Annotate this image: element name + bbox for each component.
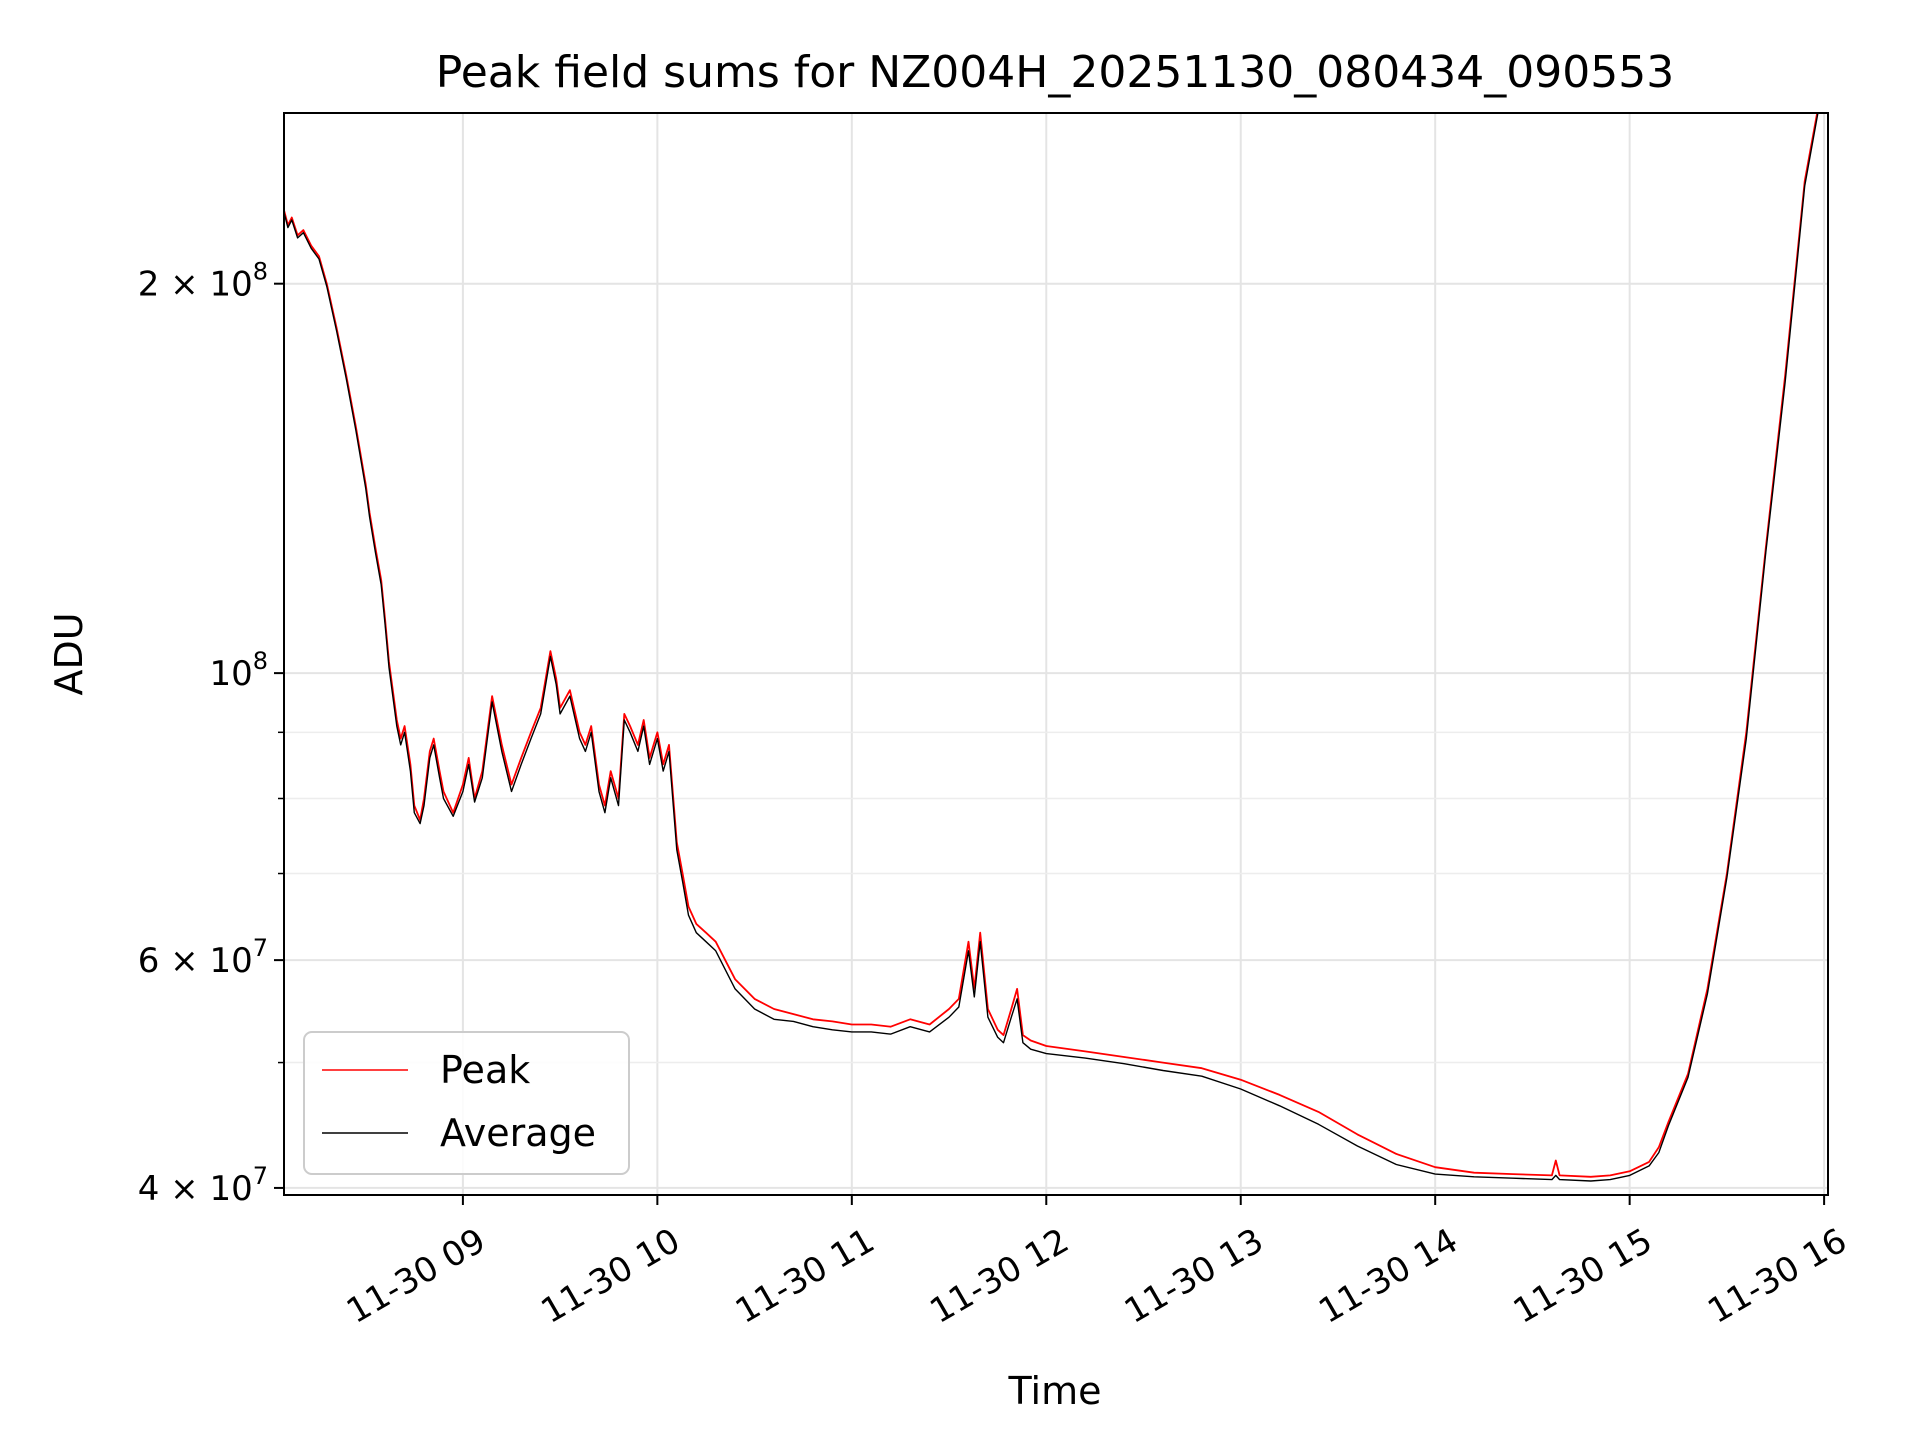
plot-frame (283, 112, 1829, 1196)
series-layer (284, 113, 1819, 1182)
y-tick-label: 108 (209, 647, 268, 694)
y-tick-label: 2 × 108 (138, 258, 268, 305)
series-line-average (284, 113, 1819, 1182)
x-axis-label: Time (1008, 1369, 1102, 1413)
legend-label-average: Average (440, 1111, 596, 1155)
y-axis-label: ADU (47, 612, 91, 695)
y-tick-label: 6 × 107 (138, 934, 268, 981)
grid-lines (284, 113, 1828, 1195)
legend-box (303, 1031, 630, 1175)
legend: Peak Average (303, 1031, 630, 1175)
y-tick-label: 4 × 107 (138, 1162, 268, 1209)
legend-label-peak: Peak (440, 1048, 530, 1092)
y-axis-ticks: 4 × 107 6 × 107 108 2 × 108 (138, 258, 284, 1209)
chart-title: Peak field sums for NZ004H_20251130_0804… (436, 47, 1674, 98)
